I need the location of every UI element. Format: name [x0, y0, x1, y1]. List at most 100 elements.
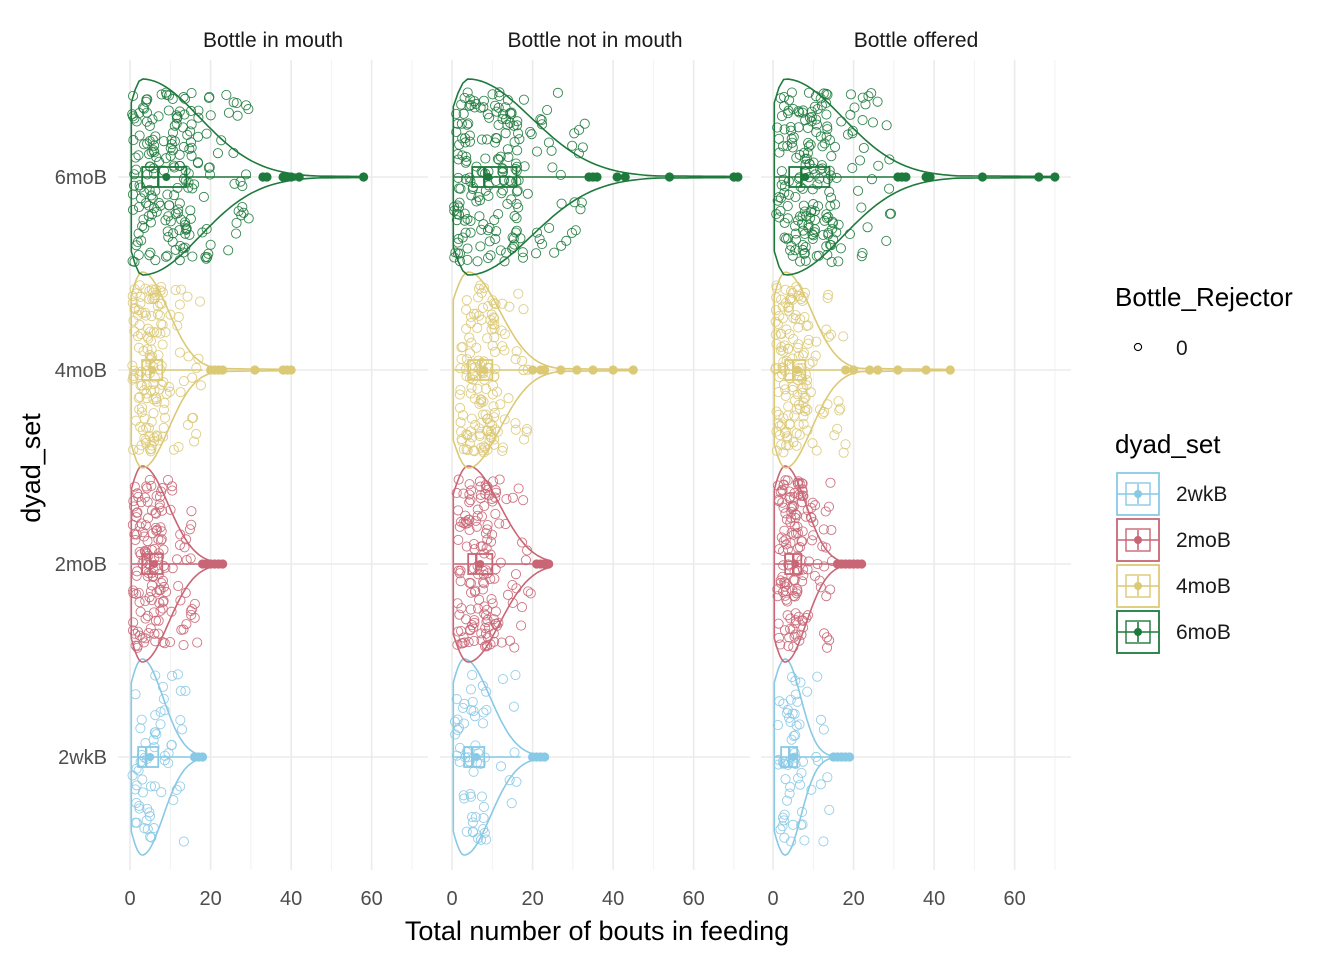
outlier-point — [544, 559, 554, 569]
data-point — [449, 205, 460, 216]
x-tick-label: 0 — [125, 888, 136, 910]
data-point — [779, 581, 790, 592]
data-point — [166, 139, 177, 150]
data-point — [790, 618, 801, 629]
data-point — [779, 625, 790, 636]
data-point — [808, 517, 819, 528]
outlier-point — [540, 752, 550, 762]
data-point — [793, 479, 804, 490]
data-point — [164, 386, 176, 397]
data-point — [148, 607, 160, 618]
data-point — [792, 342, 804, 353]
outlier-point — [540, 365, 550, 375]
legend-shape-key-circle — [1133, 342, 1143, 352]
box — [463, 746, 486, 768]
data-point — [502, 144, 513, 155]
data-point — [146, 416, 157, 427]
data-point — [495, 557, 506, 568]
data-point — [866, 88, 877, 99]
data-point — [567, 140, 578, 151]
data-point — [494, 474, 505, 485]
data-point — [790, 528, 802, 539]
data-point — [497, 442, 509, 453]
data-point — [775, 93, 786, 104]
data-point — [856, 251, 867, 262]
data-point — [866, 174, 877, 185]
data-point — [818, 524, 829, 535]
outlier-point — [588, 365, 598, 375]
data-point — [175, 781, 186, 792]
data-point — [201, 128, 212, 139]
data-point — [561, 235, 572, 246]
data-point — [536, 238, 548, 250]
data-point — [454, 609, 465, 620]
legend-shape-title: Bottle_Rejector — [1115, 282, 1293, 312]
outlier-point — [901, 172, 911, 182]
data-point — [795, 779, 806, 790]
data-point — [140, 596, 151, 607]
data-point — [173, 311, 184, 323]
data-point — [488, 312, 499, 323]
data-point — [504, 301, 515, 312]
data-point — [460, 227, 471, 238]
data-point — [803, 334, 814, 345]
data-point — [167, 127, 179, 138]
data-point — [243, 104, 254, 115]
outlier-point — [608, 365, 618, 375]
data-point — [825, 200, 836, 211]
data-point — [490, 492, 501, 503]
data-point — [489, 346, 500, 358]
data-point — [145, 335, 156, 346]
data-point — [833, 256, 844, 267]
data-point — [484, 236, 495, 247]
mean-point — [162, 173, 171, 181]
data-point — [184, 143, 195, 154]
data-point — [823, 229, 834, 240]
data-point — [150, 615, 162, 626]
data-point — [517, 252, 529, 263]
mean-point — [480, 366, 489, 374]
data-point — [488, 412, 500, 423]
data-point — [801, 320, 812, 332]
data-point — [797, 497, 808, 508]
data-point — [510, 418, 521, 429]
series-2moB — [127, 465, 228, 663]
data-point — [815, 582, 826, 593]
data-point — [811, 336, 822, 347]
data-point — [873, 160, 884, 171]
data-point — [164, 636, 176, 648]
series-2wkB — [772, 658, 855, 856]
data-point — [521, 426, 532, 437]
outlier-point — [848, 365, 859, 375]
data-point — [496, 188, 507, 199]
data-point — [150, 255, 161, 266]
data-point — [817, 141, 828, 152]
data-point — [790, 228, 801, 239]
mean-point — [476, 560, 485, 568]
data-point — [155, 719, 166, 730]
data-point — [157, 603, 168, 614]
data-point — [465, 495, 476, 506]
legend-label-2wkB: 2wkB — [1176, 483, 1227, 506]
mean-point — [801, 173, 810, 181]
data-point — [486, 309, 497, 320]
data-point — [495, 761, 507, 772]
data-point — [782, 610, 793, 621]
data-point — [544, 222, 555, 234]
data-point — [494, 91, 505, 102]
data-point — [201, 223, 212, 235]
data-point — [178, 836, 189, 847]
data-point — [780, 384, 791, 395]
mean-point — [484, 173, 493, 181]
data-point — [549, 247, 560, 258]
data-point — [142, 824, 153, 835]
data-point — [826, 256, 837, 267]
data-point — [495, 151, 506, 162]
data-point — [454, 389, 465, 400]
data-point — [794, 403, 805, 414]
series-2moB — [451, 465, 554, 663]
outlier-point — [977, 172, 988, 182]
data-point — [204, 162, 215, 173]
data-point — [511, 583, 522, 594]
legend-key-dot — [1134, 536, 1142, 544]
